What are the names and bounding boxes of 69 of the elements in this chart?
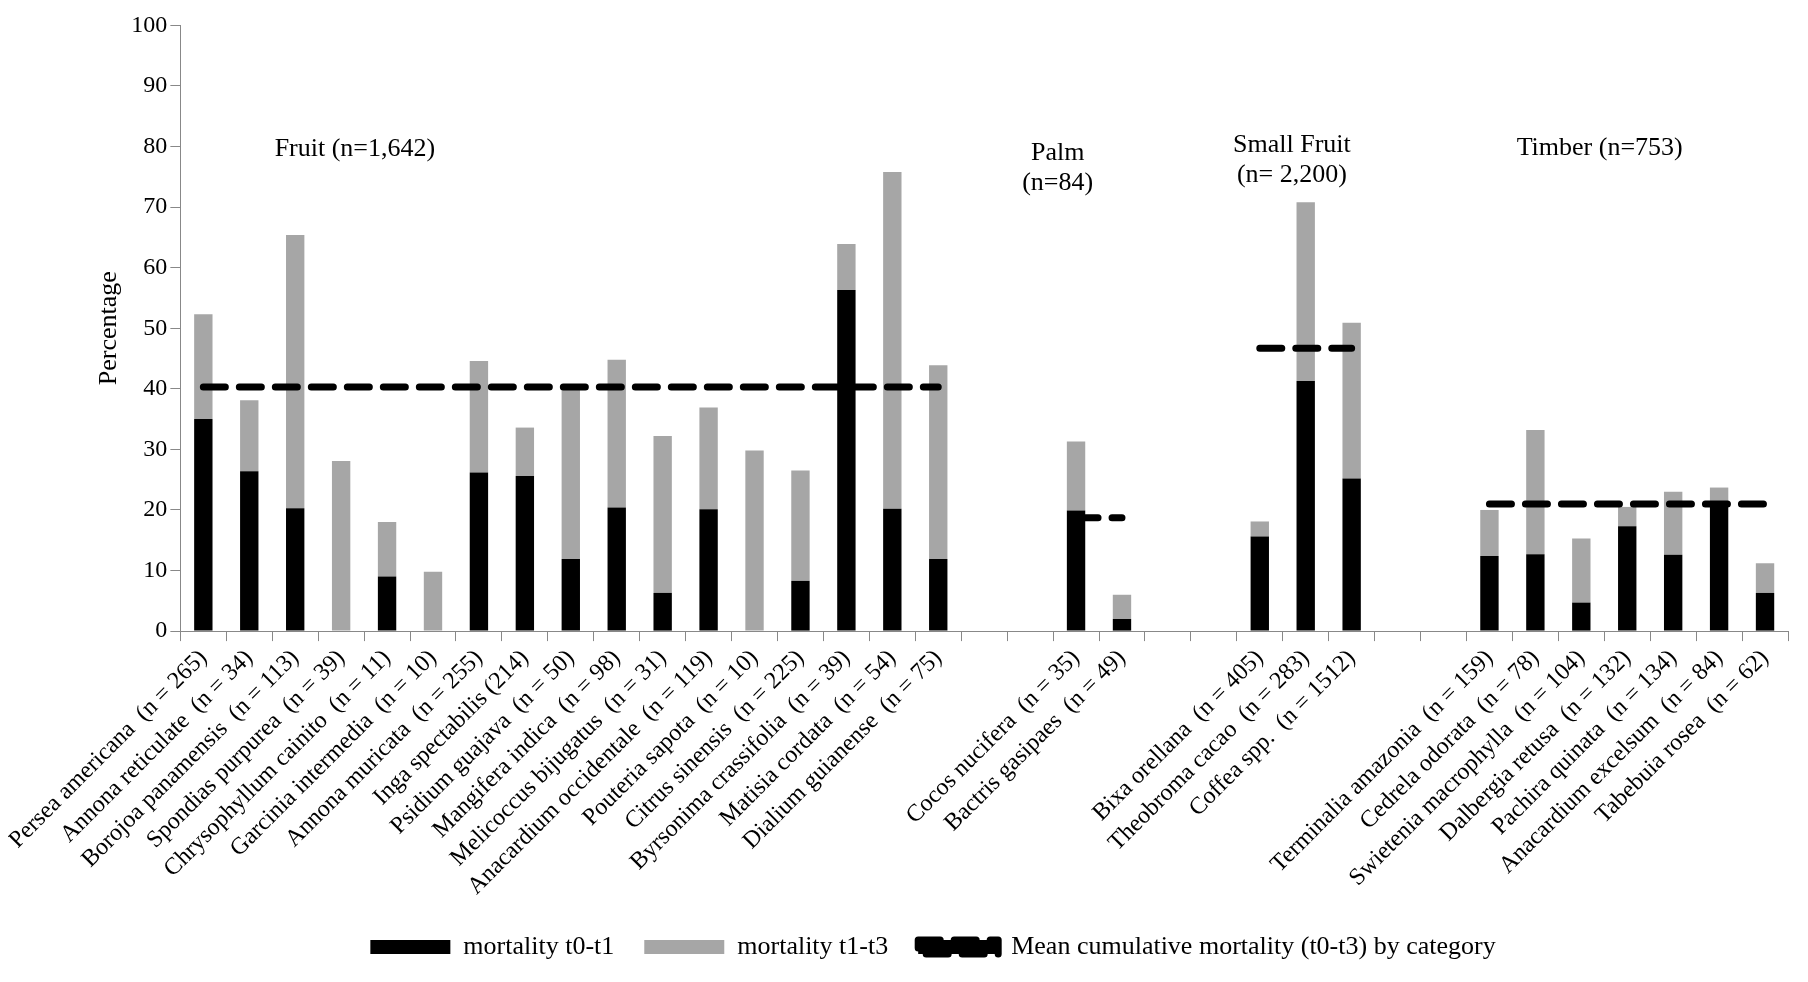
bar (791, 470, 810, 581)
y-tick-label: 0 (155, 616, 168, 643)
bar (1112, 618, 1132, 631)
bar (1526, 430, 1545, 555)
bar (1112, 594, 1132, 619)
annotation: Small Fruit (n= 2,200) (1233, 129, 1352, 189)
bar (883, 508, 902, 631)
bar (653, 436, 672, 593)
bar (929, 365, 948, 560)
bar (1755, 592, 1775, 631)
bar (377, 522, 397, 577)
annotation: Palm (n=84) (1022, 136, 1094, 196)
y-tick-label: 10 (143, 555, 168, 582)
bar (1526, 554, 1545, 631)
bar (745, 450, 764, 631)
bar (194, 419, 213, 631)
bar (377, 576, 397, 631)
y-tick-label: 20 (143, 495, 168, 522)
bar (1618, 506, 1637, 527)
bar (1066, 441, 1086, 511)
bar (699, 407, 718, 510)
y-tick-label: 30 (143, 434, 168, 461)
bar (883, 171, 902, 509)
bar (929, 559, 948, 631)
bar (837, 244, 856, 291)
bar (286, 234, 305, 509)
bar (423, 571, 443, 631)
y-tick-label: 60 (143, 252, 168, 279)
y-tick-label: 90 (143, 71, 168, 98)
y-tick-label: 70 (143, 192, 168, 219)
bar (1755, 563, 1775, 593)
annotation: Fruit (n=1,642) (274, 133, 436, 163)
y-axis-title: Percentage (92, 271, 122, 386)
bar (240, 471, 259, 631)
bar (699, 509, 718, 631)
legend-label: mortality t0-t1 (463, 930, 615, 960)
legend-label: Mean cumulative mortality (t0-t3) by category (1011, 930, 1496, 960)
bar (1480, 555, 1499, 631)
bar (194, 314, 213, 420)
bar (1250, 536, 1269, 631)
bar (607, 359, 626, 508)
bar (331, 460, 351, 631)
y-tick-label: 80 (143, 131, 168, 158)
bar (1296, 380, 1315, 631)
y-tick-label: 100 (131, 10, 168, 37)
bar (561, 559, 580, 631)
bar (1572, 602, 1591, 631)
bar (1250, 521, 1269, 537)
bar (1296, 202, 1315, 381)
bar (240, 400, 259, 472)
bar (1480, 509, 1499, 556)
bar (469, 472, 489, 631)
y-tick-label: 50 (143, 313, 168, 340)
bar (1663, 554, 1683, 631)
bar (1618, 526, 1637, 631)
bar (791, 580, 810, 631)
bar (1572, 538, 1591, 603)
bar (286, 508, 305, 631)
bar (1342, 322, 1361, 479)
bar (607, 507, 626, 631)
y-tick-label: 40 (143, 374, 168, 401)
bar (1342, 478, 1361, 631)
legend-label: mortality t1-t3 (737, 930, 889, 960)
bar (515, 427, 535, 477)
bar (561, 390, 580, 560)
annotation: Timber (n=753) (1516, 131, 1683, 161)
bar (515, 476, 535, 631)
bar (469, 360, 489, 473)
bar (653, 592, 672, 631)
